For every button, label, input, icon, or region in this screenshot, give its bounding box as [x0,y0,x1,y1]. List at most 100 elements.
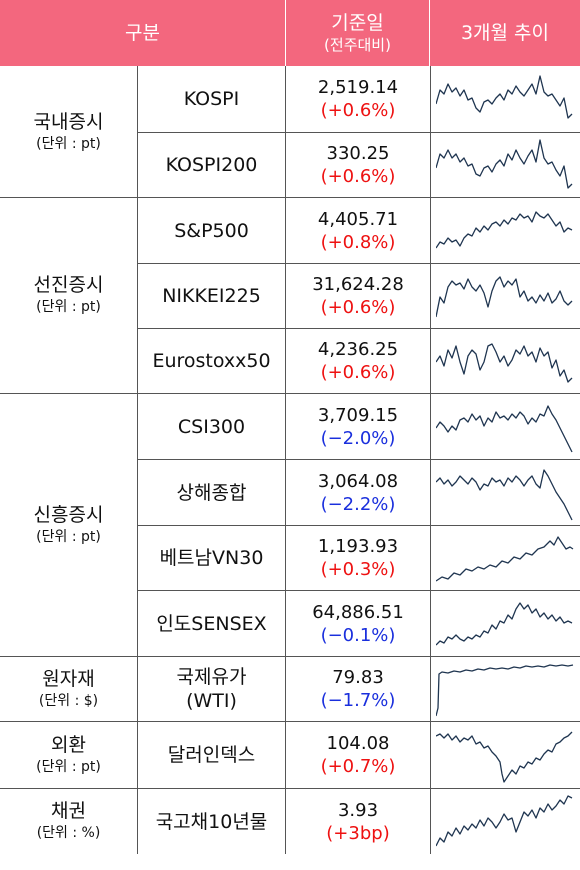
index-name: 상해종합 [176,481,247,504]
index-change: (−0.1%) [320,624,396,646]
group-bond: 채권 (단위 : %) [0,788,137,854]
divider [430,66,431,854]
sparkline-sensex [436,602,573,646]
index-name: 국고채10년물 [155,810,268,833]
index-change: (+0.6%) [320,166,396,187]
row-value-dxy: 104.08 (+0.7%) [286,722,430,788]
row-value-sensex: 64,886.51 (−0.1%) [286,591,430,656]
divider [137,328,580,329]
sparkline-dxy [436,731,573,783]
group-label: 원자재 [42,667,95,690]
header-trend: 3개월 추이 [430,0,580,66]
group-label: 외환 [51,733,86,756]
group-label: 신흥증시 [33,503,104,526]
row-value-kospi200: 330.25 (+0.6%) [286,133,430,197]
row-name-csi300: CSI300 [138,394,285,459]
row-name-sensex: 인도SENSEX [138,591,285,656]
divider [137,132,580,133]
header-trend-label: 3개월 추이 [460,22,550,44]
index-name: KOSPI [183,88,240,110]
index-change: (+0.3%) [320,559,396,580]
row-value-vn30: 1,193.93 (+0.3%) [286,526,430,590]
index-name: CSI300 [177,415,246,438]
group-label: 선진증시 [33,274,104,296]
group-domestic: 국내증시 (단위 : pt) [0,66,137,197]
row-value-sp500: 4,405.71 (+0.8%) [286,198,430,263]
sparkline-shanghai [436,469,573,521]
row-value-shanghai: 3,064.08 (−2.2%) [286,460,430,525]
row-name-dxy: 달러인덱스 [138,722,285,788]
group-commodity: 원자재 (단위 : $) [0,656,137,721]
divider [137,525,580,526]
group-unit: (단위 : $) [38,692,99,709]
divider [137,66,138,854]
row-name-shanghai: 상해종합 [138,460,285,525]
header-base-date: 기준일 (전주대비) [286,0,429,66]
index-change: (−1.7%) [320,690,396,711]
index-change: (+0.6%) [320,297,396,318]
group-fx: 외환 (단위 : pt) [0,721,137,788]
divider [0,197,580,198]
row-value-csi300: 3,709.15 (−2.0%) [286,394,430,459]
index-name: Eurostoxx50 [152,350,271,372]
divider [137,459,580,460]
row-value-kospi: 2,519.14 (+0.6%) [286,66,430,132]
group-unit: (단위 : pt) [36,758,101,775]
index-value: 330.25 [326,143,390,164]
index-name: 국제유가 [176,666,247,688]
row-value-eurostoxx50: 4,236.25 (+0.6%) [286,329,430,393]
divider [285,66,286,854]
sparkline-eurostoxx50 [436,343,573,383]
index-value: 2,519.14 [317,77,399,98]
group-unit: (단위 : pt) [36,299,101,315]
index-value: 3,709.15 [317,404,399,426]
sparkline-csi300 [436,405,573,453]
index-change: (+3bp) [326,822,390,844]
index-name: NIKKEI225 [162,285,261,307]
header-base-date-sub: (전주대비) [324,36,391,54]
row-value-wti: 79.83 (−1.7%) [286,657,430,721]
index-change: (+0.6%) [320,362,396,383]
divider [137,590,580,591]
header-base-date-label: 기준일 [331,12,384,34]
index-value: 79.83 [332,667,384,688]
row-name-nikkei225: NIKKEI225 [138,264,285,328]
group-label: 채권 [51,800,86,822]
group-emerging: 신흥증시 (단위 : pt) [0,393,137,656]
sparkline-vn30 [436,536,574,582]
index-value: 4,405.71 [317,208,399,230]
index-value: 64,886.51 [312,601,404,623]
divider [137,263,580,264]
divider [0,393,580,394]
divider [0,656,580,657]
row-value-nikkei225: 31,624.28 (+0.6%) [286,264,430,328]
row-name-kospi: KOSPI [138,66,285,132]
index-name: 인도SENSEX [156,612,267,635]
group-label: 국내증시 [33,110,104,133]
index-name: 달러인덱스 [167,744,256,766]
index-value: 104.08 [326,733,390,754]
index-change: (−2.2%) [320,493,396,515]
index-name: S&P500 [174,219,249,242]
index-change: (−2.0%) [320,427,396,449]
row-name-kospi200: KOSPI200 [138,133,285,197]
header-category-label: 구분 [125,22,160,44]
index-value: 4,236.25 [317,339,399,360]
index-value: 1,193.93 [317,536,399,557]
sparkline-kospi200 [436,139,573,189]
row-name-sp500: S&P500 [138,198,285,263]
group-developed: 선진증시 (단위 : pt) [0,197,137,393]
group-unit: (단위 : %) [36,825,101,841]
header-category: 구분 [0,0,285,66]
sparkline-kospi [436,75,573,119]
index-name: KOSPI200 [165,154,258,176]
index-change: (+0.8%) [320,231,396,253]
row-name-ktb10y: 국고채10년물 [138,789,285,854]
row-name-wti: 국제유가 (WTI) [138,657,285,721]
index-value: 3.93 [337,799,379,821]
group-unit: (단위 : pt) [36,135,101,152]
index-value: 31,624.28 [312,274,404,295]
sparkline-wti [436,664,574,717]
index-change: (+0.6%) [320,100,396,121]
